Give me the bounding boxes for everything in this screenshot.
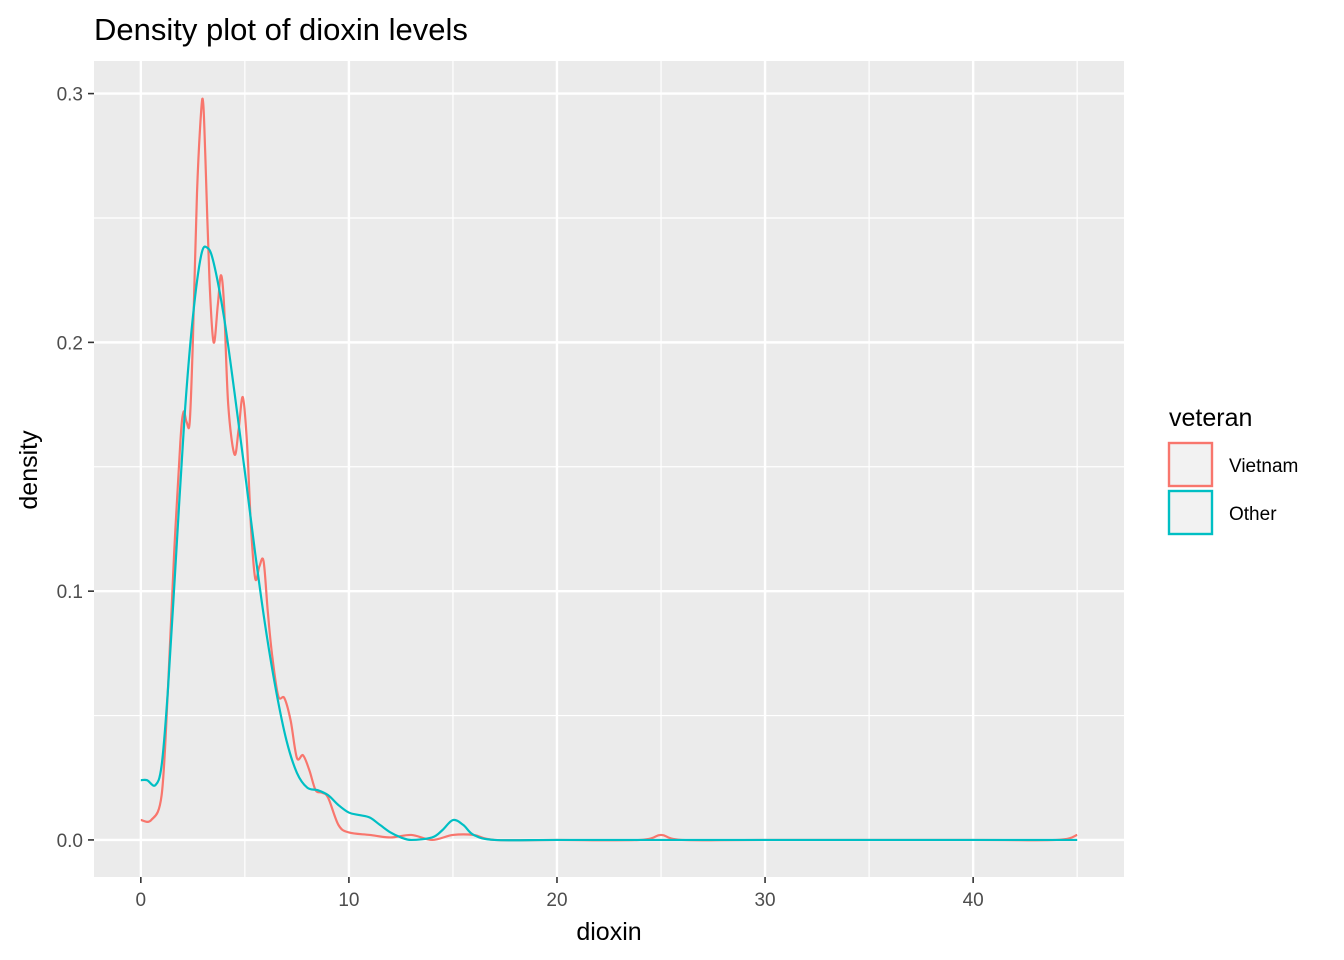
series-lines	[140, 97, 1078, 842]
x-tick-label: 30	[754, 890, 775, 911]
x-tick-label: 0	[136, 890, 147, 911]
y-axis-ticks: 0.0 0.1 0.2 0.3	[57, 85, 94, 852]
legend-label-vietnam: Vietnam	[1229, 456, 1298, 477]
chart-title: Density plot of dioxin levels	[94, 12, 468, 47]
y-tick-label: 0.1	[57, 582, 83, 603]
legend-title: veteran	[1169, 404, 1252, 432]
x-axis-ticks: 0 10 20 30 40	[136, 877, 984, 911]
y-tick-label: 0.2	[57, 333, 83, 354]
plot-panel	[94, 61, 1124, 877]
x-axis-title: dioxin	[576, 918, 641, 946]
y-tick-label: 0.0	[57, 831, 83, 852]
y-tick-label: 0.3	[57, 85, 83, 106]
legend-key-other	[1167, 489, 1214, 536]
x-tick-label: 10	[338, 890, 359, 911]
minor-gridlines	[94, 61, 1124, 877]
series-line-other	[140, 245, 1078, 842]
y-axis-title: density	[15, 430, 43, 510]
legend-key-vietnam	[1167, 441, 1214, 488]
legend-label-other: Other	[1229, 504, 1277, 525]
x-tick-label: 40	[963, 890, 984, 911]
x-tick-label: 20	[546, 890, 567, 911]
legend: veteran Vietnam Other	[1167, 404, 1298, 536]
